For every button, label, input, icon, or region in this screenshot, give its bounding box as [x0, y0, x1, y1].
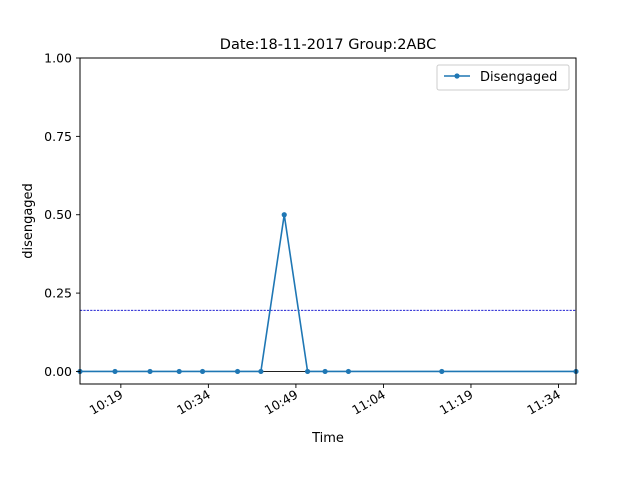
- legend-frame: [436, 64, 570, 91]
- data-point: [345, 368, 352, 375]
- data-point: [281, 212, 287, 218]
- data-point: [176, 368, 182, 375]
- y-tick-label: 0.50: [44, 207, 72, 222]
- data-point: [439, 368, 445, 375]
- legend: Disengaged: [436, 64, 570, 91]
- y-tick-label: 1.00: [44, 51, 72, 66]
- data-point: [147, 368, 153, 375]
- data-point: [112, 368, 118, 375]
- legend-label-disengaged: Disengaged: [480, 70, 557, 85]
- plot-frame: [79, 57, 577, 385]
- chart-title: Date:18-11-2017 Group:2ABC: [220, 37, 436, 53]
- data-point: [199, 368, 206, 375]
- y-axis-label: disengaged: [21, 183, 36, 259]
- x-axis-label: Time: [311, 431, 344, 446]
- y-tick-label: 0.75: [44, 129, 72, 144]
- y-tick-label: 0.25: [44, 286, 72, 301]
- data-point: [234, 368, 241, 375]
- data-point: [258, 368, 264, 375]
- data-point: [304, 368, 311, 375]
- legend-marker-disengaged: [454, 73, 460, 79]
- y-tick-label: 0.00: [44, 364, 72, 379]
- data-point: [322, 368, 328, 375]
